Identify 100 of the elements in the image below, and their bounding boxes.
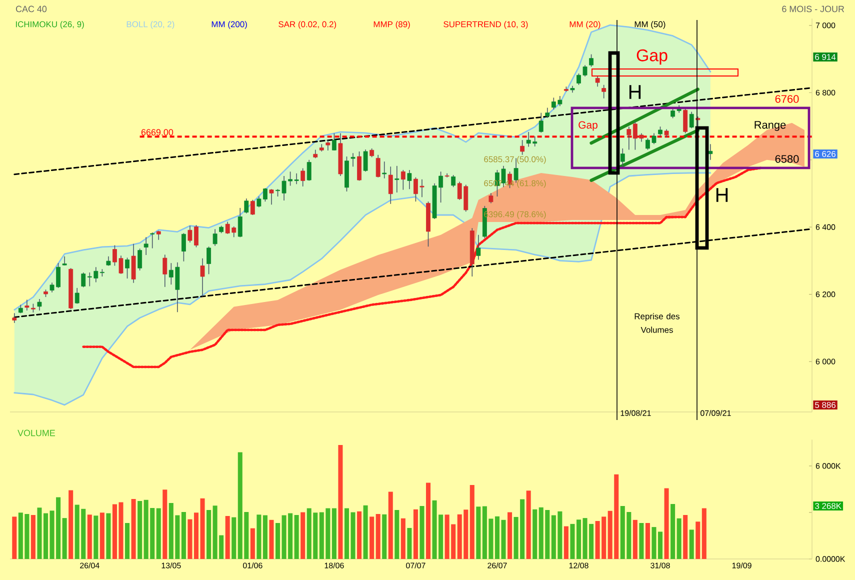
- bar: [526, 490, 531, 559]
- annotation: SAR (0.02, 0.2): [278, 21, 336, 29]
- candlestick: [708, 144, 713, 160]
- candlestick: [12, 312, 17, 324]
- bar: [250, 528, 255, 559]
- bar: [532, 509, 538, 559]
- chart-subtitle: 6 MOIS - JOUR: [782, 6, 844, 12]
- bar: [338, 445, 343, 559]
- bar: [12, 516, 17, 559]
- candlestick: [162, 254, 168, 288]
- bar: [200, 498, 205, 559]
- annotation: Range: [754, 121, 786, 131]
- candlestick: [106, 256, 111, 266]
- bar: [382, 514, 387, 559]
- bar: [632, 520, 638, 559]
- bar: [407, 528, 412, 559]
- candlestick: [658, 126, 662, 138]
- bar: [156, 508, 161, 559]
- annotation: MM (50): [634, 21, 666, 29]
- bar: [188, 519, 192, 559]
- candlestick: [131, 244, 136, 284]
- bar: [696, 522, 700, 559]
- bar: [206, 510, 212, 559]
- bar: [62, 518, 67, 559]
- candlestick: [626, 126, 632, 150]
- candlestick: [244, 198, 249, 214]
- bar: [181, 512, 186, 559]
- bar: [125, 523, 130, 559]
- annotation: 6760: [775, 95, 799, 103]
- candlestick: [620, 148, 625, 167]
- candlestick: [520, 140, 525, 156]
- candlestick: [74, 288, 80, 304]
- candlestick: [363, 149, 368, 172]
- candlestick: [81, 272, 86, 288]
- bar: [94, 516, 98, 559]
- bar: [350, 512, 356, 559]
- ref-line-label: 6669.00: [141, 129, 174, 136]
- candlestick: [376, 154, 380, 178]
- candlestick: [238, 208, 242, 238]
- bar: [68, 490, 74, 559]
- annotation: H: [716, 188, 728, 202]
- candlestick: [407, 170, 412, 190]
- candlestick: [300, 168, 306, 187]
- candlestick: [683, 107, 688, 134]
- candlestick: [589, 54, 594, 68]
- candlestick: [326, 140, 330, 151]
- candlestick: [514, 158, 518, 184]
- candlestick: [400, 170, 406, 190]
- bar: [639, 523, 644, 559]
- text: 5 886: [815, 402, 836, 408]
- bar: [194, 512, 199, 559]
- bar: [87, 514, 92, 559]
- candlestick: [62, 256, 67, 266]
- candlestick: [332, 132, 336, 151]
- candlestick: [394, 166, 400, 193]
- candlestick: [545, 107, 550, 118]
- bar: [37, 508, 42, 559]
- bar: [664, 488, 669, 559]
- bar: [276, 523, 280, 559]
- candlestick: [125, 257, 130, 279]
- candlestick: [250, 199, 255, 216]
- chart-title: VOLUME: [18, 430, 56, 436]
- annotation: Gap: [578, 121, 598, 131]
- text: 6 914: [815, 54, 836, 60]
- bar: [576, 520, 582, 559]
- bar: [420, 506, 424, 559]
- bar: [294, 514, 299, 559]
- candlestick: [382, 161, 387, 179]
- bar: [394, 510, 400, 559]
- bar: [43, 513, 48, 559]
- bar: [138, 500, 142, 559]
- candlestick: [602, 84, 606, 99]
- bar: [645, 523, 650, 559]
- bar: [413, 509, 418, 559]
- annotation: MM (200): [212, 21, 247, 29]
- bar: [683, 514, 688, 559]
- candlestick: [212, 228, 218, 246]
- chart-title: CAC 40: [16, 6, 47, 12]
- candlestick: [181, 232, 186, 262]
- bar: [702, 508, 706, 559]
- candlestick: [350, 152, 356, 167]
- candlestick: [357, 151, 362, 182]
- bar: [370, 516, 374, 559]
- bar: [564, 526, 568, 559]
- bar: [670, 504, 676, 559]
- candlestick: [306, 159, 312, 182]
- annotation: MM (20): [570, 21, 600, 29]
- annotation: H: [629, 85, 641, 99]
- annotation: SUPERTREND (10, 3): [444, 21, 528, 29]
- candlestick: [150, 232, 155, 249]
- bar: [131, 498, 136, 559]
- bar: [344, 508, 349, 559]
- bar: [269, 520, 274, 559]
- candlestick: [138, 248, 142, 271]
- bar: [676, 518, 682, 559]
- annotation: MMP (89): [374, 21, 410, 29]
- bar: [476, 506, 481, 559]
- bar: [232, 517, 236, 559]
- bar: [570, 524, 575, 559]
- annotation: 6585.37 (50.0%): [484, 156, 546, 164]
